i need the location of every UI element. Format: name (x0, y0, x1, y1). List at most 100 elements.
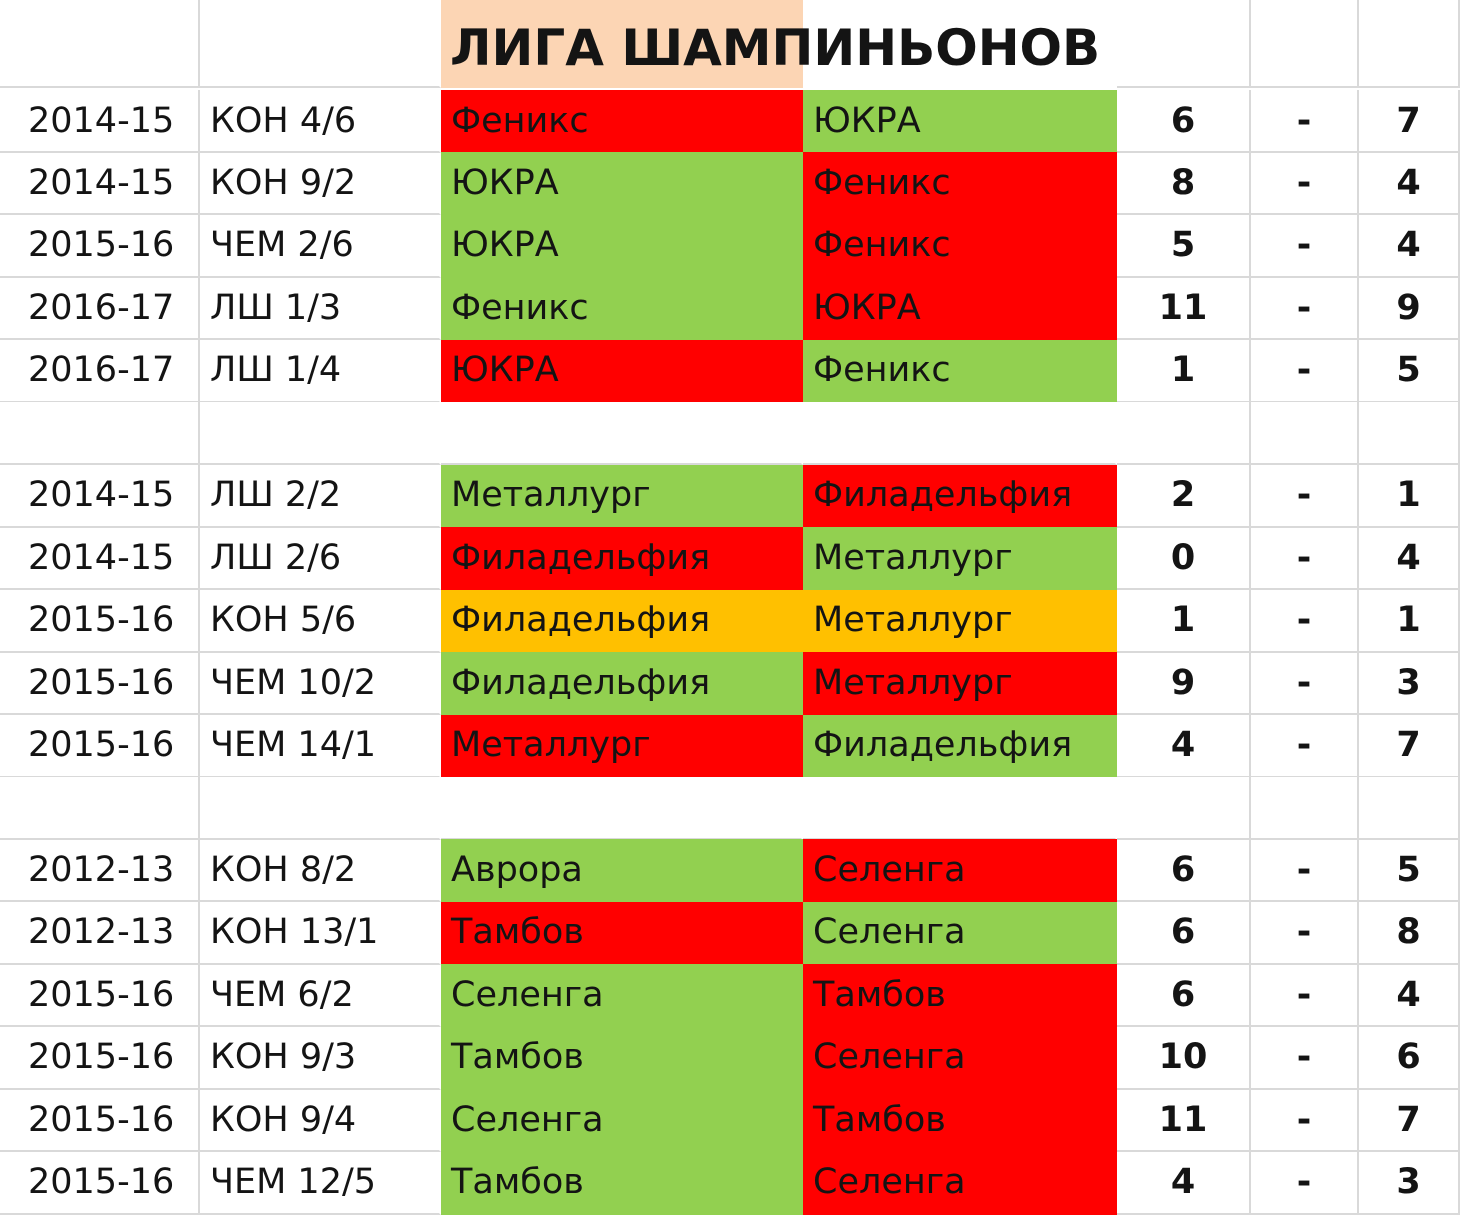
away-team-cell[interactable]: Селенга (803, 1026, 1117, 1090)
away-score-cell[interactable]: 7 (1359, 1089, 1460, 1153)
home-team-cell[interactable]: ЮКРА (441, 339, 803, 403)
season-cell[interactable]: 2014-15 (0, 90, 200, 153)
away-team-cell[interactable]: Металлург (803, 527, 1117, 591)
away-score-cell[interactable]: 6 (1359, 1026, 1460, 1090)
score-separator-cell[interactable]: - (1251, 901, 1359, 965)
empty-cell[interactable] (1359, 776, 1460, 840)
home-team-cell[interactable]: Тамбов (441, 901, 803, 965)
empty-cell[interactable] (1117, 402, 1251, 466)
away-score-cell[interactable]: 3 (1359, 1151, 1460, 1215)
stage-cell[interactable]: ЧЕМ 2/6 (200, 215, 441, 278)
home-score-cell[interactable]: 0 (1117, 527, 1251, 591)
home-score-cell[interactable]: 2 (1117, 464, 1251, 528)
season-cell[interactable]: 2012-13 (0, 901, 200, 965)
cell[interactable] (200, 0, 441, 88)
home-score-cell[interactable]: 11 (1117, 1089, 1251, 1153)
home-team-cell[interactable]: Металлург (441, 714, 803, 778)
empty-cell[interactable] (200, 402, 441, 466)
home-team-cell[interactable]: Тамбов (441, 1026, 803, 1090)
score-separator-cell[interactable]: - (1251, 214, 1359, 278)
away-team-cell[interactable]: Филадельфия (803, 464, 1117, 528)
score-separator-cell[interactable]: - (1251, 90, 1359, 153)
empty-cell[interactable] (441, 402, 803, 466)
away-team-cell[interactable]: Феникс (803, 339, 1117, 403)
empty-cell[interactable] (1251, 776, 1359, 840)
empty-cell[interactable] (441, 776, 803, 840)
stage-cell[interactable]: КОН 13/1 (200, 902, 441, 965)
score-separator-cell[interactable]: - (1251, 527, 1359, 591)
home-score-cell[interactable]: 4 (1117, 714, 1251, 778)
score-separator-cell[interactable]: - (1251, 1151, 1359, 1215)
home-score-cell[interactable]: 9 (1117, 652, 1251, 716)
away-score-cell[interactable]: 4 (1359, 152, 1460, 216)
away-score-cell[interactable]: 4 (1359, 527, 1460, 591)
season-cell[interactable]: 2015-16 (0, 1026, 200, 1090)
away-score-cell[interactable]: 5 (1359, 839, 1460, 903)
home-score-cell[interactable]: 1 (1117, 339, 1251, 403)
home-score-cell[interactable]: 4 (1117, 1151, 1251, 1215)
stage-cell[interactable]: КОН 9/4 (200, 1089, 441, 1153)
home-team-cell[interactable]: Филадельфия (441, 652, 803, 716)
home-score-cell[interactable]: 11 (1117, 277, 1251, 341)
stage-cell[interactable]: ЛШ 2/6 (200, 527, 441, 591)
home-team-cell[interactable]: Феникс (441, 277, 803, 341)
home-team-cell[interactable]: Селенга (441, 1089, 803, 1153)
season-cell[interactable]: 2015-16 (0, 652, 200, 716)
stage-cell[interactable]: ЧЕМ 6/2 (200, 964, 441, 1028)
home-team-cell[interactable]: Филадельфия (441, 589, 803, 653)
stage-cell[interactable]: ЧЕМ 14/1 (200, 715, 441, 778)
away-score-cell[interactable]: 7 (1359, 714, 1460, 778)
cell[interactable] (1117, 0, 1251, 88)
stage-cell[interactable]: КОН 8/2 (200, 839, 441, 903)
season-cell[interactable]: 2015-16 (0, 964, 200, 1028)
season-cell[interactable]: 2014-15 (0, 464, 200, 528)
away-team-cell[interactable]: Феникс (803, 152, 1117, 216)
away-team-cell[interactable]: Металлург (803, 652, 1117, 716)
empty-cell[interactable] (200, 776, 441, 840)
away-team-cell[interactable]: Тамбов (803, 1089, 1117, 1153)
season-cell[interactable]: 2015-16 (0, 589, 200, 653)
empty-cell[interactable] (0, 776, 200, 840)
away-score-cell[interactable]: 8 (1359, 901, 1460, 965)
away-team-cell[interactable]: ЮКРА (803, 277, 1117, 341)
season-cell[interactable]: 2014-15 (0, 152, 200, 216)
stage-cell[interactable]: ЛШ 1/4 (200, 340, 441, 403)
home-team-cell[interactable]: Аврора (441, 839, 803, 903)
score-separator-cell[interactable]: - (1251, 277, 1359, 341)
score-separator-cell[interactable]: - (1251, 964, 1359, 1028)
stage-cell[interactable]: ЛШ 1/3 (200, 277, 441, 341)
score-separator-cell[interactable]: - (1251, 1089, 1359, 1153)
empty-cell[interactable] (1359, 402, 1460, 466)
empty-cell[interactable] (0, 402, 200, 466)
season-cell[interactable]: 2014-15 (0, 527, 200, 591)
away-score-cell[interactable]: 7 (1359, 90, 1460, 153)
away-score-cell[interactable]: 1 (1359, 464, 1460, 528)
home-score-cell[interactable]: 6 (1117, 90, 1251, 153)
season-cell[interactable]: 2015-16 (0, 714, 200, 778)
away-score-cell[interactable]: 4 (1359, 214, 1460, 278)
empty-cell[interactable] (803, 776, 1117, 840)
home-score-cell[interactable]: 5 (1117, 214, 1251, 278)
sheet-title[interactable]: ЛИГА ШАМПИНЬОНОВ (450, 19, 1101, 77)
away-team-cell[interactable]: Селенга (803, 1151, 1117, 1215)
home-score-cell[interactable]: 6 (1117, 901, 1251, 965)
season-cell[interactable]: 2012-13 (0, 839, 200, 903)
stage-cell[interactable]: КОН 5/6 (200, 590, 441, 653)
home-team-cell[interactable]: Феникс (441, 90, 803, 153)
home-team-cell[interactable]: ЮКРА (441, 152, 803, 216)
season-cell[interactable]: 2015-16 (0, 1089, 200, 1153)
season-cell[interactable]: 2015-16 (0, 1151, 200, 1215)
season-cell[interactable]: 2016-17 (0, 277, 200, 341)
away-score-cell[interactable]: 1 (1359, 589, 1460, 653)
home-score-cell[interactable]: 6 (1117, 839, 1251, 903)
stage-cell[interactable]: КОН 9/3 (200, 1027, 441, 1090)
away-team-cell[interactable]: Тамбов (803, 964, 1117, 1028)
cell[interactable] (1359, 0, 1460, 88)
home-team-cell[interactable]: ЮКРА (441, 214, 803, 278)
score-separator-cell[interactable]: - (1251, 464, 1359, 528)
away-score-cell[interactable]: 5 (1359, 339, 1460, 403)
stage-cell[interactable]: КОН 9/2 (200, 152, 441, 216)
empty-cell[interactable] (1117, 776, 1251, 840)
home-team-cell[interactable]: Металлург (441, 464, 803, 528)
score-separator-cell[interactable]: - (1251, 152, 1359, 216)
